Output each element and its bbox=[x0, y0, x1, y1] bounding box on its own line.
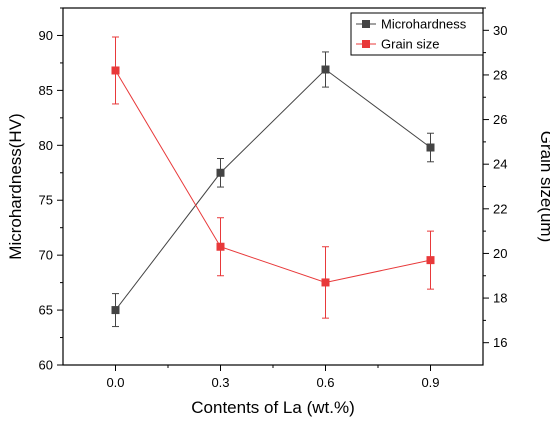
x-tick-label: 0.6 bbox=[316, 375, 334, 390]
right-y-tick-label: 30 bbox=[493, 23, 507, 38]
series-line bbox=[116, 70, 431, 311]
left-y-axis-title: Microhardness(HV) bbox=[6, 113, 25, 259]
legend-label: Microhardness bbox=[381, 17, 467, 32]
plot-frame bbox=[63, 8, 483, 365]
right-y-tick-label: 24 bbox=[493, 157, 507, 172]
left-y-tick-label: 85 bbox=[39, 83, 53, 98]
data-point-marker bbox=[217, 169, 225, 177]
right-y-tick-label: 28 bbox=[493, 67, 507, 82]
data-point-marker bbox=[427, 144, 435, 152]
data-point-marker bbox=[217, 243, 225, 251]
right-y-tick-label: 20 bbox=[493, 246, 507, 261]
x-axis: 0.0 0.3 0.6 0.9 bbox=[106, 365, 439, 390]
right-y-tick-label: 26 bbox=[493, 112, 507, 127]
data-point-marker bbox=[112, 66, 120, 74]
series-line bbox=[116, 70, 431, 282]
left-y-tick-label: 65 bbox=[39, 303, 53, 318]
legend: Microhardness Grain size bbox=[351, 13, 483, 55]
legend-label: Grain size bbox=[381, 37, 440, 52]
x-axis-title: Contents of La (wt.%) bbox=[191, 398, 354, 417]
right-y-tick-label: 16 bbox=[493, 335, 507, 350]
left-y-tick-label: 70 bbox=[39, 248, 53, 263]
right-y-tick-label: 22 bbox=[493, 201, 507, 216]
right-y-axis: 16 18 20 22 24 26 28 30 bbox=[483, 8, 507, 350]
right-y-axis-title: Grain size(um) bbox=[537, 131, 550, 242]
x-tick-label: 0.0 bbox=[106, 375, 124, 390]
left-y-axis: 60 65 70 75 80 85 90 bbox=[39, 8, 63, 373]
left-y-tick-label: 90 bbox=[39, 28, 53, 43]
data-point-marker bbox=[322, 278, 330, 286]
left-y-tick-label: 60 bbox=[39, 358, 53, 373]
x-tick-label: 0.3 bbox=[211, 375, 229, 390]
legend-swatch-marker bbox=[362, 20, 370, 28]
left-y-tick-label: 75 bbox=[39, 193, 53, 208]
data-point-marker bbox=[322, 66, 330, 74]
right-y-tick-label: 18 bbox=[493, 291, 507, 306]
data-point-marker bbox=[427, 256, 435, 264]
x-tick-label: 0.9 bbox=[421, 375, 439, 390]
series-layer bbox=[112, 37, 435, 327]
plot-border bbox=[63, 8, 483, 365]
left-y-tick-label: 80 bbox=[39, 138, 53, 153]
legend-swatch-marker bbox=[362, 40, 370, 48]
data-point-marker bbox=[112, 306, 120, 314]
